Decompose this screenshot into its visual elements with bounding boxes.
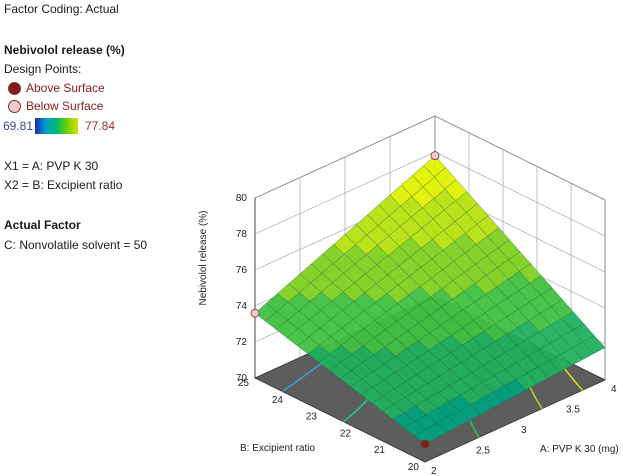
factor-coding-label: Factor Coding: Actual	[4, 2, 119, 16]
x-tick-label: 3	[521, 425, 527, 436]
above-surface-label: Above Surface	[26, 81, 105, 95]
z-tick-label: 70	[236, 373, 248, 384]
z-tick-label: 74	[236, 301, 248, 312]
x2-definition: X2 = B: Excipient ratio	[4, 178, 123, 192]
x-tick-label: 3.5	[566, 405, 580, 416]
above-surface-dot-icon	[8, 82, 21, 95]
z-tick-label: 76	[236, 265, 248, 276]
design-points-label: Design Points:	[4, 62, 82, 76]
x-tick-label: 2.5	[476, 446, 490, 457]
y-tick-label: 22	[340, 428, 352, 439]
y-tick-label: 20	[408, 462, 420, 473]
z-tick-label: 80	[236, 193, 248, 204]
range-min-label: 69.81	[3, 119, 34, 133]
x1-definition: X1 = A: PVP K 30	[4, 159, 99, 173]
z-tick-label: 72	[236, 337, 248, 348]
below-surface-label: Below Surface	[26, 99, 104, 113]
design-point	[250, 308, 260, 318]
y-tick-label: 25	[238, 378, 250, 389]
range-max-label: 77.84	[85, 119, 116, 133]
response-title: Nebivolol release (%)	[4, 43, 125, 57]
y-axis-title: B: Excipient ratio	[240, 443, 315, 454]
y-tick-label: 21	[374, 445, 386, 456]
actual-factor-title: Actual Factor	[4, 218, 81, 232]
y-tick-label: 24	[272, 395, 284, 406]
below-surface-dot-icon	[8, 100, 21, 113]
z-tick-label: 78	[236, 229, 248, 240]
color-scale-bar	[35, 118, 78, 134]
x-axis-title: A: PVP K 30 (mg)	[540, 444, 619, 455]
z-axis-title: Nebivolol release (%)	[198, 210, 209, 305]
x-tick-label: 2	[431, 466, 437, 476]
design-point	[420, 439, 430, 449]
actual-factor-value: C: Nonvolatile solvent = 50	[4, 238, 148, 252]
design-point	[430, 151, 440, 161]
x-tick-label: 4	[611, 384, 617, 395]
y-tick-label: 23	[306, 412, 318, 423]
